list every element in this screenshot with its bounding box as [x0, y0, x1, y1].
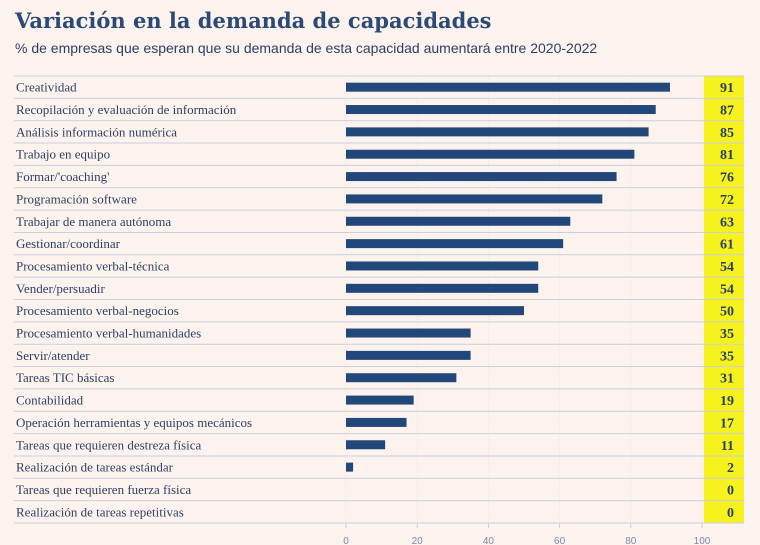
bar [346, 216, 571, 226]
chart-subtitle: % de empresas que esperan que su demanda… [15, 40, 598, 56]
data-label: 0 [727, 483, 734, 498]
bar [346, 328, 471, 338]
data-label: 17 [720, 416, 734, 431]
category-label: Análisis información numérica [16, 124, 177, 139]
data-label: 19 [720, 394, 734, 409]
bar [346, 127, 649, 137]
bar [346, 105, 656, 115]
data-label: 87 [720, 104, 734, 119]
category-label: Tareas que requieren destreza física [16, 437, 202, 452]
x-tick-label: 80 [625, 536, 637, 545]
data-label: 72 [720, 193, 734, 208]
data-label: 85 [720, 126, 734, 141]
category-label: Realización de tareas repetitivas [16, 504, 184, 519]
bar [346, 373, 457, 383]
category-label: Servir/atender [16, 348, 90, 363]
category-label: Operación herramientas y equipos mecánic… [16, 415, 252, 430]
bar [346, 462, 354, 472]
x-tick-label: 100 [694, 536, 711, 545]
category-label: Tareas TIC básicas [16, 370, 114, 385]
data-label: 35 [720, 327, 734, 342]
bar [346, 283, 539, 293]
data-label: 54 [720, 282, 734, 297]
data-label: 61 [720, 238, 734, 253]
bar [346, 194, 603, 204]
x-tick-label: 40 [483, 536, 495, 545]
data-label: 35 [720, 349, 734, 364]
category-label: Programación software [16, 191, 137, 206]
category-label: Realización de tareas estándar [16, 460, 174, 475]
bar [346, 149, 635, 159]
category-label: Tareas que requieren fuerza física [16, 482, 191, 497]
category-label: Recopilación y evaluación de información [16, 102, 237, 117]
category-label: Procesamiento verbal-humanidades [16, 326, 201, 341]
bar [346, 306, 524, 316]
category-label: Vender/persuadir [16, 281, 105, 296]
bar [346, 395, 414, 405]
x-tick-label: 60 [554, 536, 566, 545]
bar [346, 261, 539, 271]
chart-title: Variación en la demanda de capacidades [15, 8, 492, 33]
category-label: Procesamiento verbal-negocios [16, 303, 179, 318]
x-tick-label: 0 [343, 536, 349, 545]
data-label: 91 [720, 81, 734, 96]
bar [346, 350, 471, 360]
category-label: Formar/'coaching' [16, 169, 110, 184]
data-label: 54 [720, 260, 734, 275]
x-tick-label: 20 [412, 536, 424, 545]
data-label: 0 [727, 506, 734, 521]
bar [346, 172, 617, 182]
data-label: 76 [720, 171, 734, 186]
category-label: Trabajar de manera autónoma [16, 214, 171, 229]
bar [346, 440, 386, 450]
data-label: 63 [720, 215, 734, 230]
data-label: 31 [720, 372, 734, 387]
category-label: Contabilidad [16, 393, 84, 408]
data-label: 11 [721, 439, 734, 454]
category-label: Gestionar/coordinar [16, 236, 121, 251]
bar [346, 239, 564, 249]
category-label: Creatividad [16, 80, 77, 95]
bar [346, 417, 407, 427]
category-label: Trabajo en equipo [16, 147, 110, 162]
bar [346, 82, 670, 92]
data-label: 81 [720, 148, 734, 163]
data-label: 50 [720, 305, 734, 320]
category-label: Procesamiento verbal-técnica [16, 258, 170, 273]
data-label: 2 [727, 461, 734, 476]
